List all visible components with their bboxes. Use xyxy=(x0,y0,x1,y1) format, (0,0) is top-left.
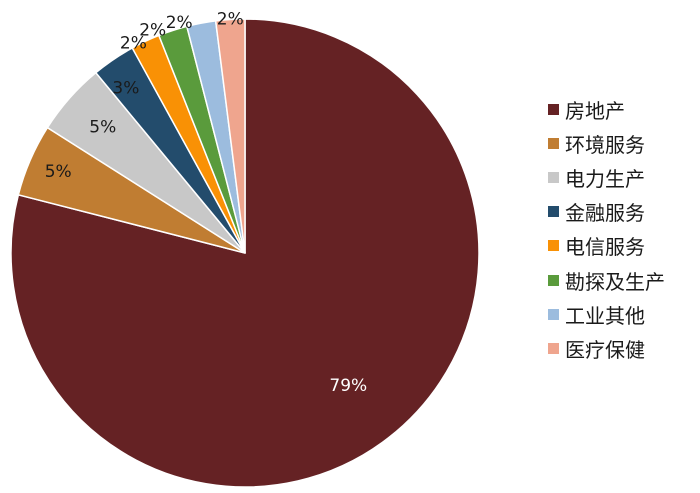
slice-data-label: 2% xyxy=(217,10,244,30)
slice-data-label: 79% xyxy=(329,376,367,396)
legend-item: 房地产 xyxy=(548,92,665,126)
pie-slice xyxy=(214,18,246,254)
pie-labels: 79%5%5%3%2%2% 2% 2% xyxy=(45,10,367,397)
legend-label: 电信服务 xyxy=(565,235,645,260)
slice-data-label: 5% xyxy=(89,118,116,138)
legend-label: 工业其他 xyxy=(565,303,645,328)
legend-label: 房地产 xyxy=(565,98,625,123)
slice-data-label: 2% xyxy=(139,21,166,41)
legend-swatch xyxy=(548,342,559,354)
legend-item: 工业其他 xyxy=(548,297,665,331)
slice-data-label: 3% xyxy=(112,79,139,99)
legend-label: 勘探及生产 xyxy=(565,269,665,294)
legend-swatch xyxy=(548,240,559,252)
legend-swatch xyxy=(548,308,559,320)
legend-item: 金融服务 xyxy=(548,195,665,229)
legend-label: 电力生产 xyxy=(565,166,645,191)
legend-item: 勘探及生产 xyxy=(548,263,665,297)
legend: 房地产环境服务电力生产金融服务电信服务勘探及生产工业其他医疗保健 xyxy=(548,92,665,366)
legend-label: 环境服务 xyxy=(565,132,645,157)
legend-swatch xyxy=(548,171,559,183)
legend-item: 电信服务 xyxy=(548,229,665,263)
legend-swatch xyxy=(548,103,559,115)
legend-item: 医疗保健 xyxy=(548,331,665,365)
slice-data-label: 5% xyxy=(45,162,72,182)
slice-data-label: 2% xyxy=(166,13,193,33)
legend-label: 医疗保健 xyxy=(565,337,645,362)
legend-swatch xyxy=(548,274,559,286)
slice-data-label: 2% xyxy=(120,34,147,54)
legend-item: 环境服务 xyxy=(548,126,665,160)
legend-label: 金融服务 xyxy=(565,201,645,226)
pie-slices xyxy=(10,18,480,488)
legend-item: 电力生产 xyxy=(548,160,665,194)
legend-swatch xyxy=(548,206,559,218)
legend-swatch xyxy=(548,137,559,149)
